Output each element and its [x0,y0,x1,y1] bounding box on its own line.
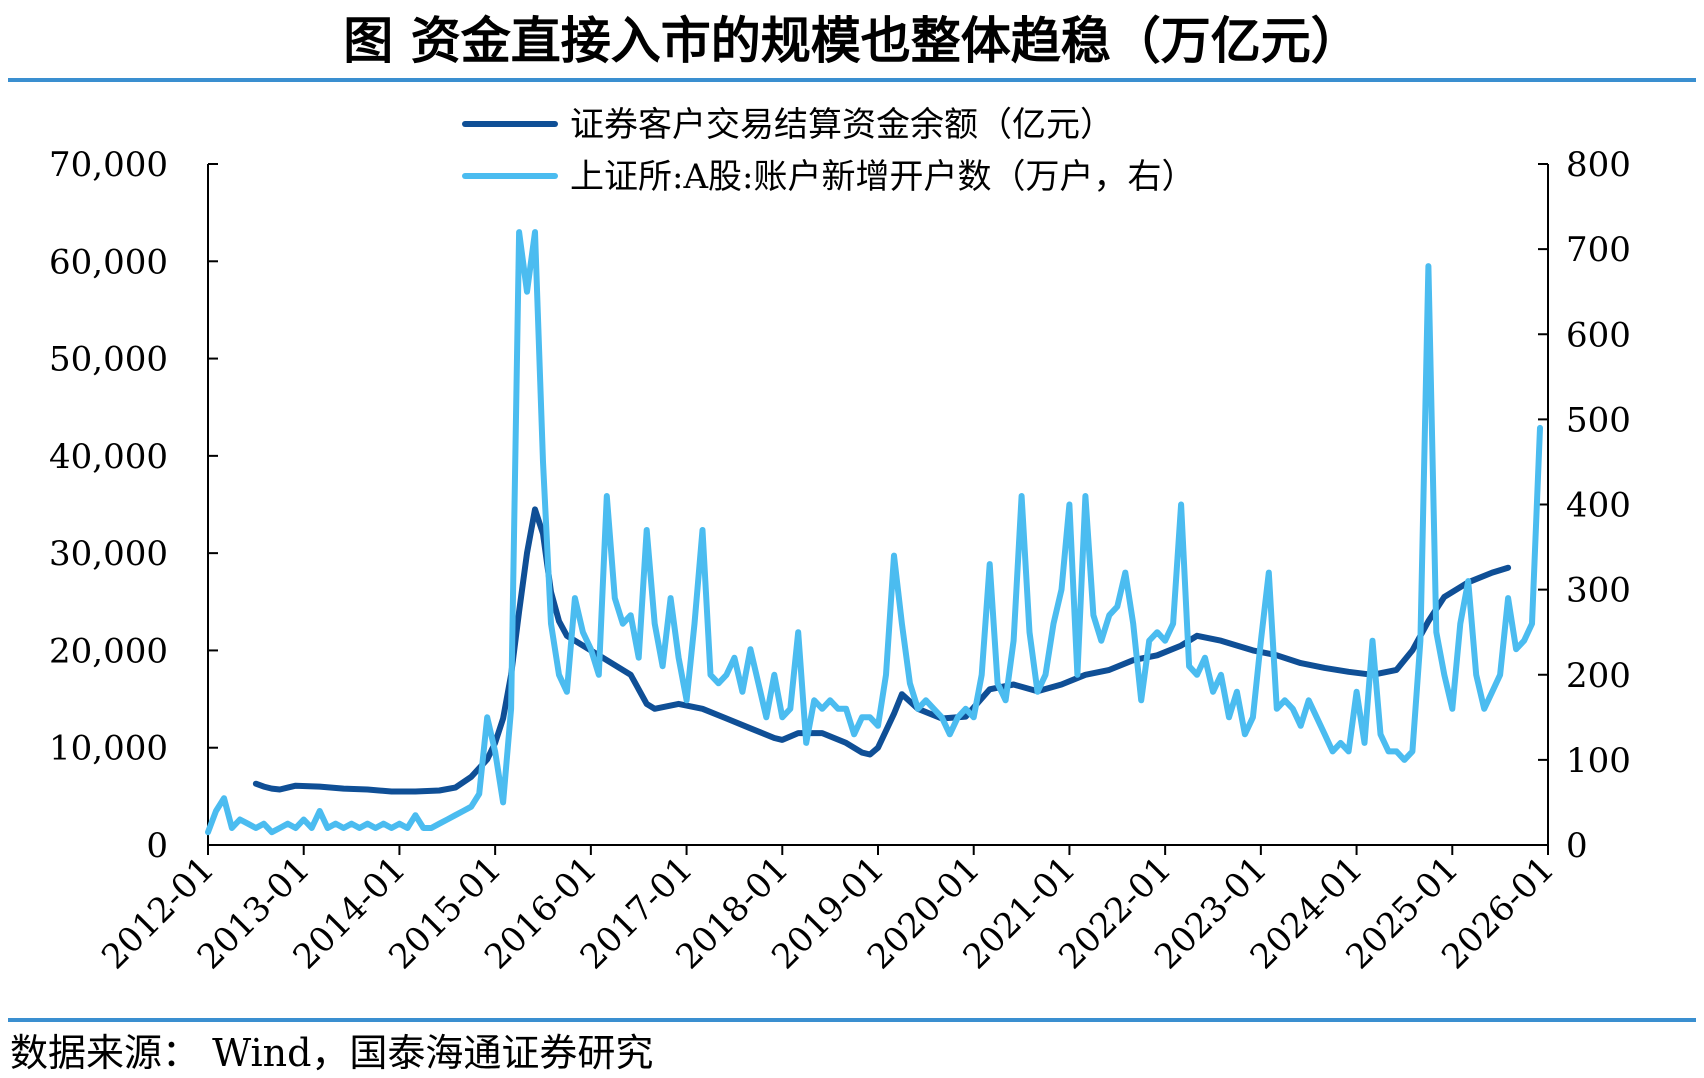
right-tick-label: 800 [1566,145,1631,185]
right-tick-label: 400 [1566,486,1631,526]
legend-label: 证券客户交易结算资金余额（亿元） [570,105,1114,145]
series-line-new-accounts [205,229,1543,836]
right-tick-label: 500 [1566,400,1631,440]
series-line-funds-balance [252,506,1512,795]
left-tick-label: 30,000 [49,534,168,574]
right-tick-label: 0 [1566,826,1588,866]
top-rule [8,78,1696,82]
source-note: 数据来源： Wind，国泰海通证券研究 [10,1031,654,1075]
chart-series [205,229,1543,836]
left-tick-label: 10,000 [49,729,168,769]
right-tick-label: 300 [1566,571,1631,611]
chart-axes: 0 10,000 20,000 30,000 40,000 50,000 60,000 70,… [49,145,1631,977]
left-tick-label: 20,000 [49,631,168,671]
bottom-rule [8,1018,1696,1022]
left-tick-label: 70,000 [49,145,168,185]
left-tick-label: 0 [146,826,168,866]
left-tick-label: 60,000 [49,242,168,282]
right-tick-label: 100 [1566,741,1631,781]
right-tick-label: 600 [1566,315,1631,355]
right-tick-label: 700 [1566,230,1631,270]
chart-legend: 证券客户交易结算资金余额（亿元） 上证所:A股:账户新增开户数（万户，右） [462,105,1195,197]
right-tick-label: 200 [1566,656,1631,696]
left-tick-label: 40,000 [49,437,168,477]
left-tick-label: 50,000 [49,340,168,380]
legend-label: 上证所:A股:账户新增开户数（万户，右） [570,157,1195,197]
dual-axis-line-chart: 0 10,000 20,000 30,000 40,000 50,000 60,000 70,… [49,105,1631,977]
page-title: 图 资金直接入市的规模也整体趋稳（万亿元） [343,11,1361,70]
